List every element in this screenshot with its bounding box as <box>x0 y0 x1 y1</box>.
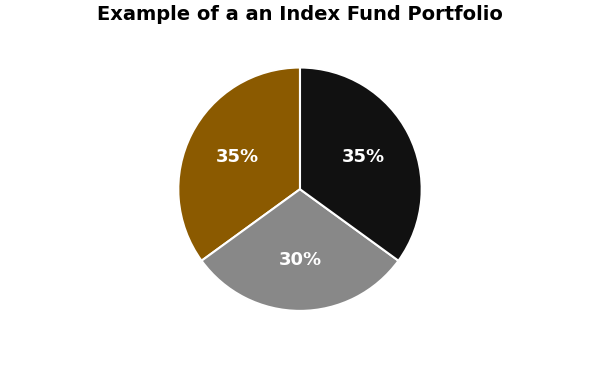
Wedge shape <box>202 189 398 311</box>
Title: Example of a an Index Fund Portfolio: Example of a an Index Fund Portfolio <box>97 6 503 24</box>
Text: 35%: 35% <box>341 148 385 166</box>
Wedge shape <box>300 68 422 261</box>
Legend: U.S. Stocks, Foreign Stocks, Bonds: U.S. Stocks, Foreign Stocks, Bonds <box>101 370 499 371</box>
Text: 30%: 30% <box>278 251 322 269</box>
Wedge shape <box>178 68 300 261</box>
Text: 35%: 35% <box>215 148 259 166</box>
